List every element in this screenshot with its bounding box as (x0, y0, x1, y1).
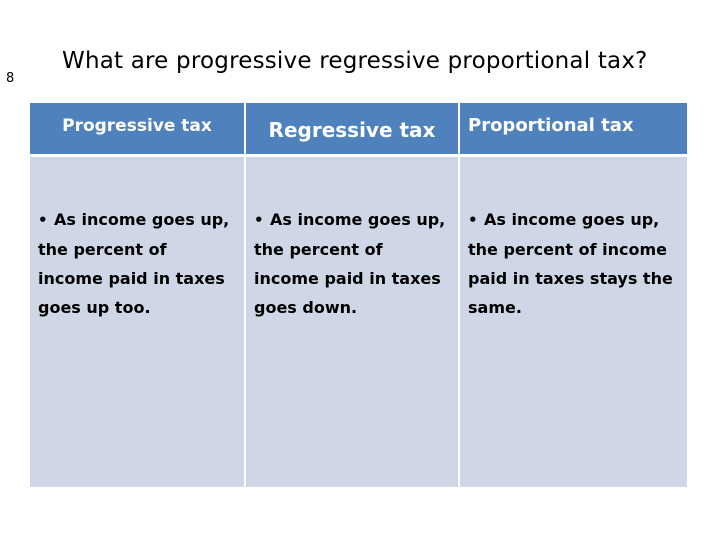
bullet-regressive-tax: As income goes up, the percent of income… (254, 210, 445, 317)
header-proportional-tax: Proportional tax (460, 103, 687, 157)
bullet-proportional-tax: As income goes up, the percent of income… (468, 210, 673, 317)
header-progressive-tax: Progressive tax (30, 103, 246, 157)
bullet-progressive-tax: As income goes up, the percent of income… (38, 210, 229, 317)
cell-regressive-tax: As income goes up, the percent of income… (246, 157, 460, 487)
tax-comparison-table: Progressive tax Regressive tax Proportio… (30, 103, 687, 487)
cell-progressive-tax: As income goes up, the percent of income… (30, 157, 246, 487)
cell-proportional-tax: As income goes up, the percent of income… (460, 157, 687, 487)
slide-title: What are progressive regressive proporti… (62, 48, 648, 74)
slide-number: 8 (6, 71, 15, 86)
header-regressive-tax: Regressive tax (246, 103, 460, 157)
